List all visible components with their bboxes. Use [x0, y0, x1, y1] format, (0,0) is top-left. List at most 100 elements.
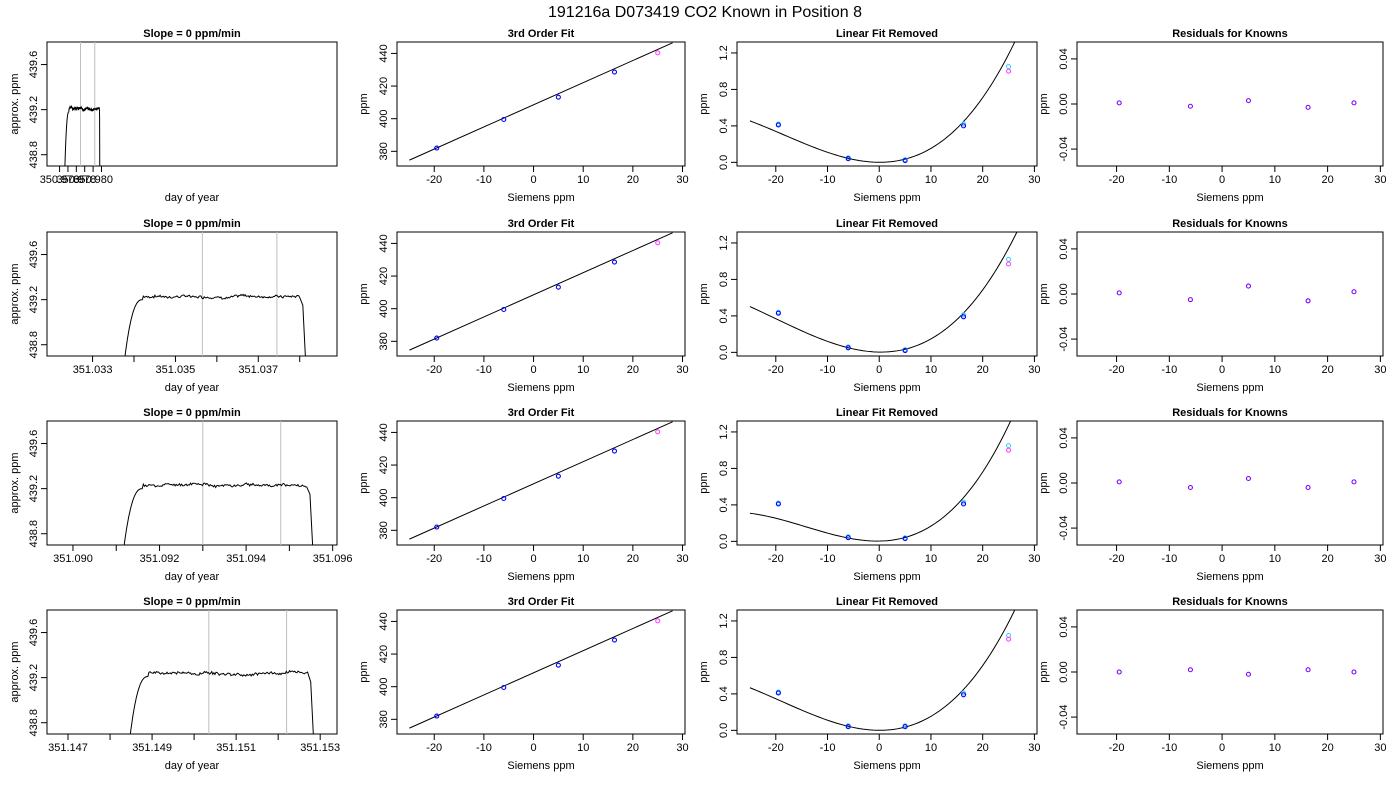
data-point [1006, 636, 1012, 642]
data-point [902, 347, 908, 354]
x-axis-label: Siemens ppm [1196, 571, 1263, 583]
data-point [555, 662, 561, 668]
x-tick-label: -20 [426, 174, 442, 186]
panel-title: Slope = 0 ppm/min [143, 596, 241, 608]
data-point [655, 429, 661, 435]
panel-title: Residuals for Knowns [1172, 407, 1288, 419]
panel-curve-row-1: Linear Fit Removed -20 -10 0 10 20 30 0.0 0.4 0.8… [698, 28, 1041, 204]
y-tick-label: 420 [378, 456, 390, 474]
x-tick-label: -10 [820, 364, 836, 376]
data-point [1187, 667, 1193, 673]
y-tick-label: 0.00 [1058, 283, 1070, 304]
x-tick-label: 10 [925, 364, 937, 376]
y-tick-label: 440 [378, 44, 390, 62]
data-point [902, 724, 908, 730]
data-point [611, 637, 618, 643]
panel-title: Linear Fit Removed [836, 28, 938, 40]
fit-line [409, 232, 673, 351]
plot-frame [46, 420, 338, 546]
y-tick-label: 0.8 [718, 461, 730, 476]
y-tick-label: -0.04 [1058, 705, 1070, 730]
data-point [434, 145, 440, 151]
data-point [611, 448, 618, 454]
data-point [655, 618, 661, 624]
data-point-secondary [1006, 256, 1012, 262]
data-point-secondary [961, 499, 967, 505]
plot-area [129, 610, 314, 734]
data-point [961, 692, 967, 698]
data-point [902, 536, 908, 542]
plot-area [409, 232, 673, 351]
data-point [1116, 290, 1122, 296]
x-tick-label: 30 [1374, 742, 1386, 754]
x-tick-label: 350.978 [56, 174, 96, 186]
y-tick-label: 0.04 [1058, 48, 1070, 69]
panel-title: Linear Fit Removed [836, 218, 938, 230]
data-point [1006, 447, 1012, 453]
panel-curve-row-2: Linear Fit Removed -20 -10 0 10 20 30 0.0 0.4 0.8… [698, 218, 1041, 394]
x-tick-label: 10 [1269, 364, 1281, 376]
plot-area [1116, 98, 1357, 110]
y-axis-label: ppm [698, 472, 710, 493]
x-tick-label: 20 [977, 742, 989, 754]
x-tick-label: 30 [676, 174, 688, 186]
panel-title: 3rd Order Fit [508, 28, 575, 40]
y-tick-label: 1.2 [718, 424, 730, 439]
panel-trace-row-2: Slope = 0 ppm/min 351.033 351.035 351.037 43… [9, 218, 338, 394]
y-tick-label: 0.4 [718, 497, 730, 512]
plot-frame [736, 609, 1038, 735]
y-tick-label: -0.04 [1058, 516, 1070, 541]
fit-curve [749, 232, 1018, 353]
data-point [775, 501, 781, 507]
panel-resid-row-2: Residuals for Knowns -20 -10 0 10 20 30 -0.04 0.… [1038, 218, 1386, 394]
data-point [555, 94, 561, 100]
plot-area [409, 610, 673, 729]
data-point [1245, 671, 1252, 677]
y-tick-label: -0.04 [1058, 327, 1070, 352]
y-axis-label: ppm [358, 93, 370, 114]
x-tick-label: 30 [1028, 742, 1040, 754]
x-tick-label: -10 [820, 742, 836, 754]
x-tick-label: 20 [1321, 742, 1333, 754]
y-axis-label: ppm [1038, 661, 1050, 682]
x-tick-label: 0 [530, 364, 536, 376]
y-axis-label: ppm [358, 661, 370, 682]
y-tick-label: 380 [378, 332, 390, 350]
panel-title: 3rd Order Fit [508, 218, 575, 230]
y-tick-label: 0.8 [718, 272, 730, 287]
data-point [434, 524, 440, 530]
x-tick-label: 30 [676, 742, 688, 754]
x-tick-label: 20 [627, 553, 639, 565]
panel-title: Residuals for Knowns [1172, 28, 1288, 40]
panel-title: Slope = 0 ppm/min [143, 407, 241, 419]
x-tick-label: 30 [1374, 174, 1386, 186]
x-tick-label: -20 [768, 174, 784, 186]
panel-title: Linear Fit Removed [836, 407, 938, 419]
plot-area [409, 42, 673, 161]
y-axis-label: ppm [358, 472, 370, 493]
y-tick-label: 439.6 [28, 51, 40, 79]
y-tick-label: 380 [378, 142, 390, 160]
y-tick-label: 439.6 [28, 619, 40, 647]
data-point [775, 310, 781, 316]
x-tick-label: 351.151 [216, 742, 256, 754]
x-tick-label: 10 [925, 553, 937, 565]
plot-frame [396, 231, 686, 357]
concentration-trace [124, 293, 306, 356]
y-tick-label: 420 [378, 77, 390, 95]
data-point [845, 156, 851, 162]
plot-frame [396, 41, 686, 167]
y-tick-label: 0.0 [718, 345, 730, 360]
x-axis-label: Siemens ppm [507, 571, 574, 583]
x-tick-label: -10 [476, 364, 492, 376]
x-tick-label: -20 [1109, 742, 1125, 754]
panel-fit-row-4: 3rd Order Fit -20 -10 0 10 20 30 380 400 420 440 Si… [358, 596, 689, 772]
x-axis-label: Siemens ppm [507, 382, 574, 394]
data-point [1245, 283, 1252, 289]
x-axis-label: Siemens ppm [507, 192, 574, 204]
data-point [902, 157, 908, 164]
y-tick-label: 0.00 [1058, 93, 1070, 114]
x-tick-label: 0 [876, 742, 882, 754]
x-tick-label: 10 [577, 742, 589, 754]
